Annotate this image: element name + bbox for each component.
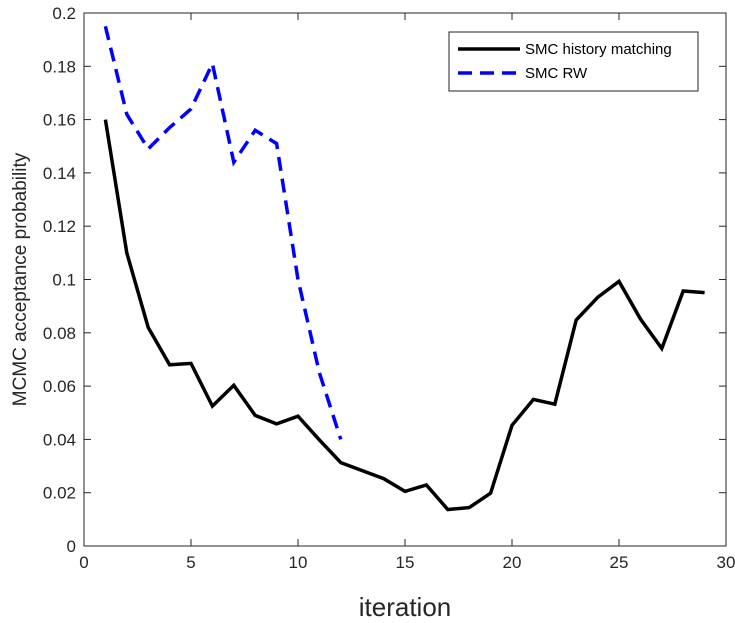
y-tick-label: 0.08 — [43, 324, 76, 343]
y-tick-label: 0.2 — [52, 4, 76, 23]
legend-label-2: SMC RW — [525, 65, 588, 82]
y-tick-label: 0.18 — [43, 57, 76, 76]
y-axis-title: MCMC acceptance probability — [10, 152, 31, 406]
y-tick-label: 0.02 — [43, 484, 76, 503]
y-tick-label: 0.14 — [43, 164, 76, 183]
y-tick-label: 0.1 — [52, 271, 76, 290]
y-tick-label: 0.16 — [43, 111, 76, 130]
ticks-layer: 0 5 10 15 20 25 30 0 0.02 0.04 0.06 0.08 0.1 0.12 0.14… — [43, 4, 735, 572]
x-axis-title: iteration — [359, 592, 452, 622]
x-tick-label: 5 — [186, 553, 195, 572]
plot-background — [84, 13, 726, 546]
x-tick-label: 20 — [503, 553, 522, 572]
x-tick-label: 25 — [610, 553, 629, 572]
x-tick-label: 0 — [79, 553, 88, 572]
x-tick-label: 15 — [396, 553, 415, 572]
legend-box — [448, 31, 699, 92]
x-tick-label: 10 — [289, 553, 308, 572]
y-tick-label: 0 — [67, 537, 76, 556]
x-tick-label: 30 — [717, 553, 735, 572]
y-tick-label: 0.06 — [43, 377, 76, 396]
series-line-2 — [103, 25, 343, 440]
legend-label-1: SMC history matching — [525, 41, 672, 58]
plot-area — [84, 13, 726, 546]
legend: SMC history matching SMC RW — [448, 31, 699, 92]
series-line-1 — [103, 119, 705, 512]
y-tick-label: 0.12 — [43, 217, 76, 236]
y-tick-label: 0.04 — [43, 430, 76, 449]
series-layer — [103, 25, 705, 512]
